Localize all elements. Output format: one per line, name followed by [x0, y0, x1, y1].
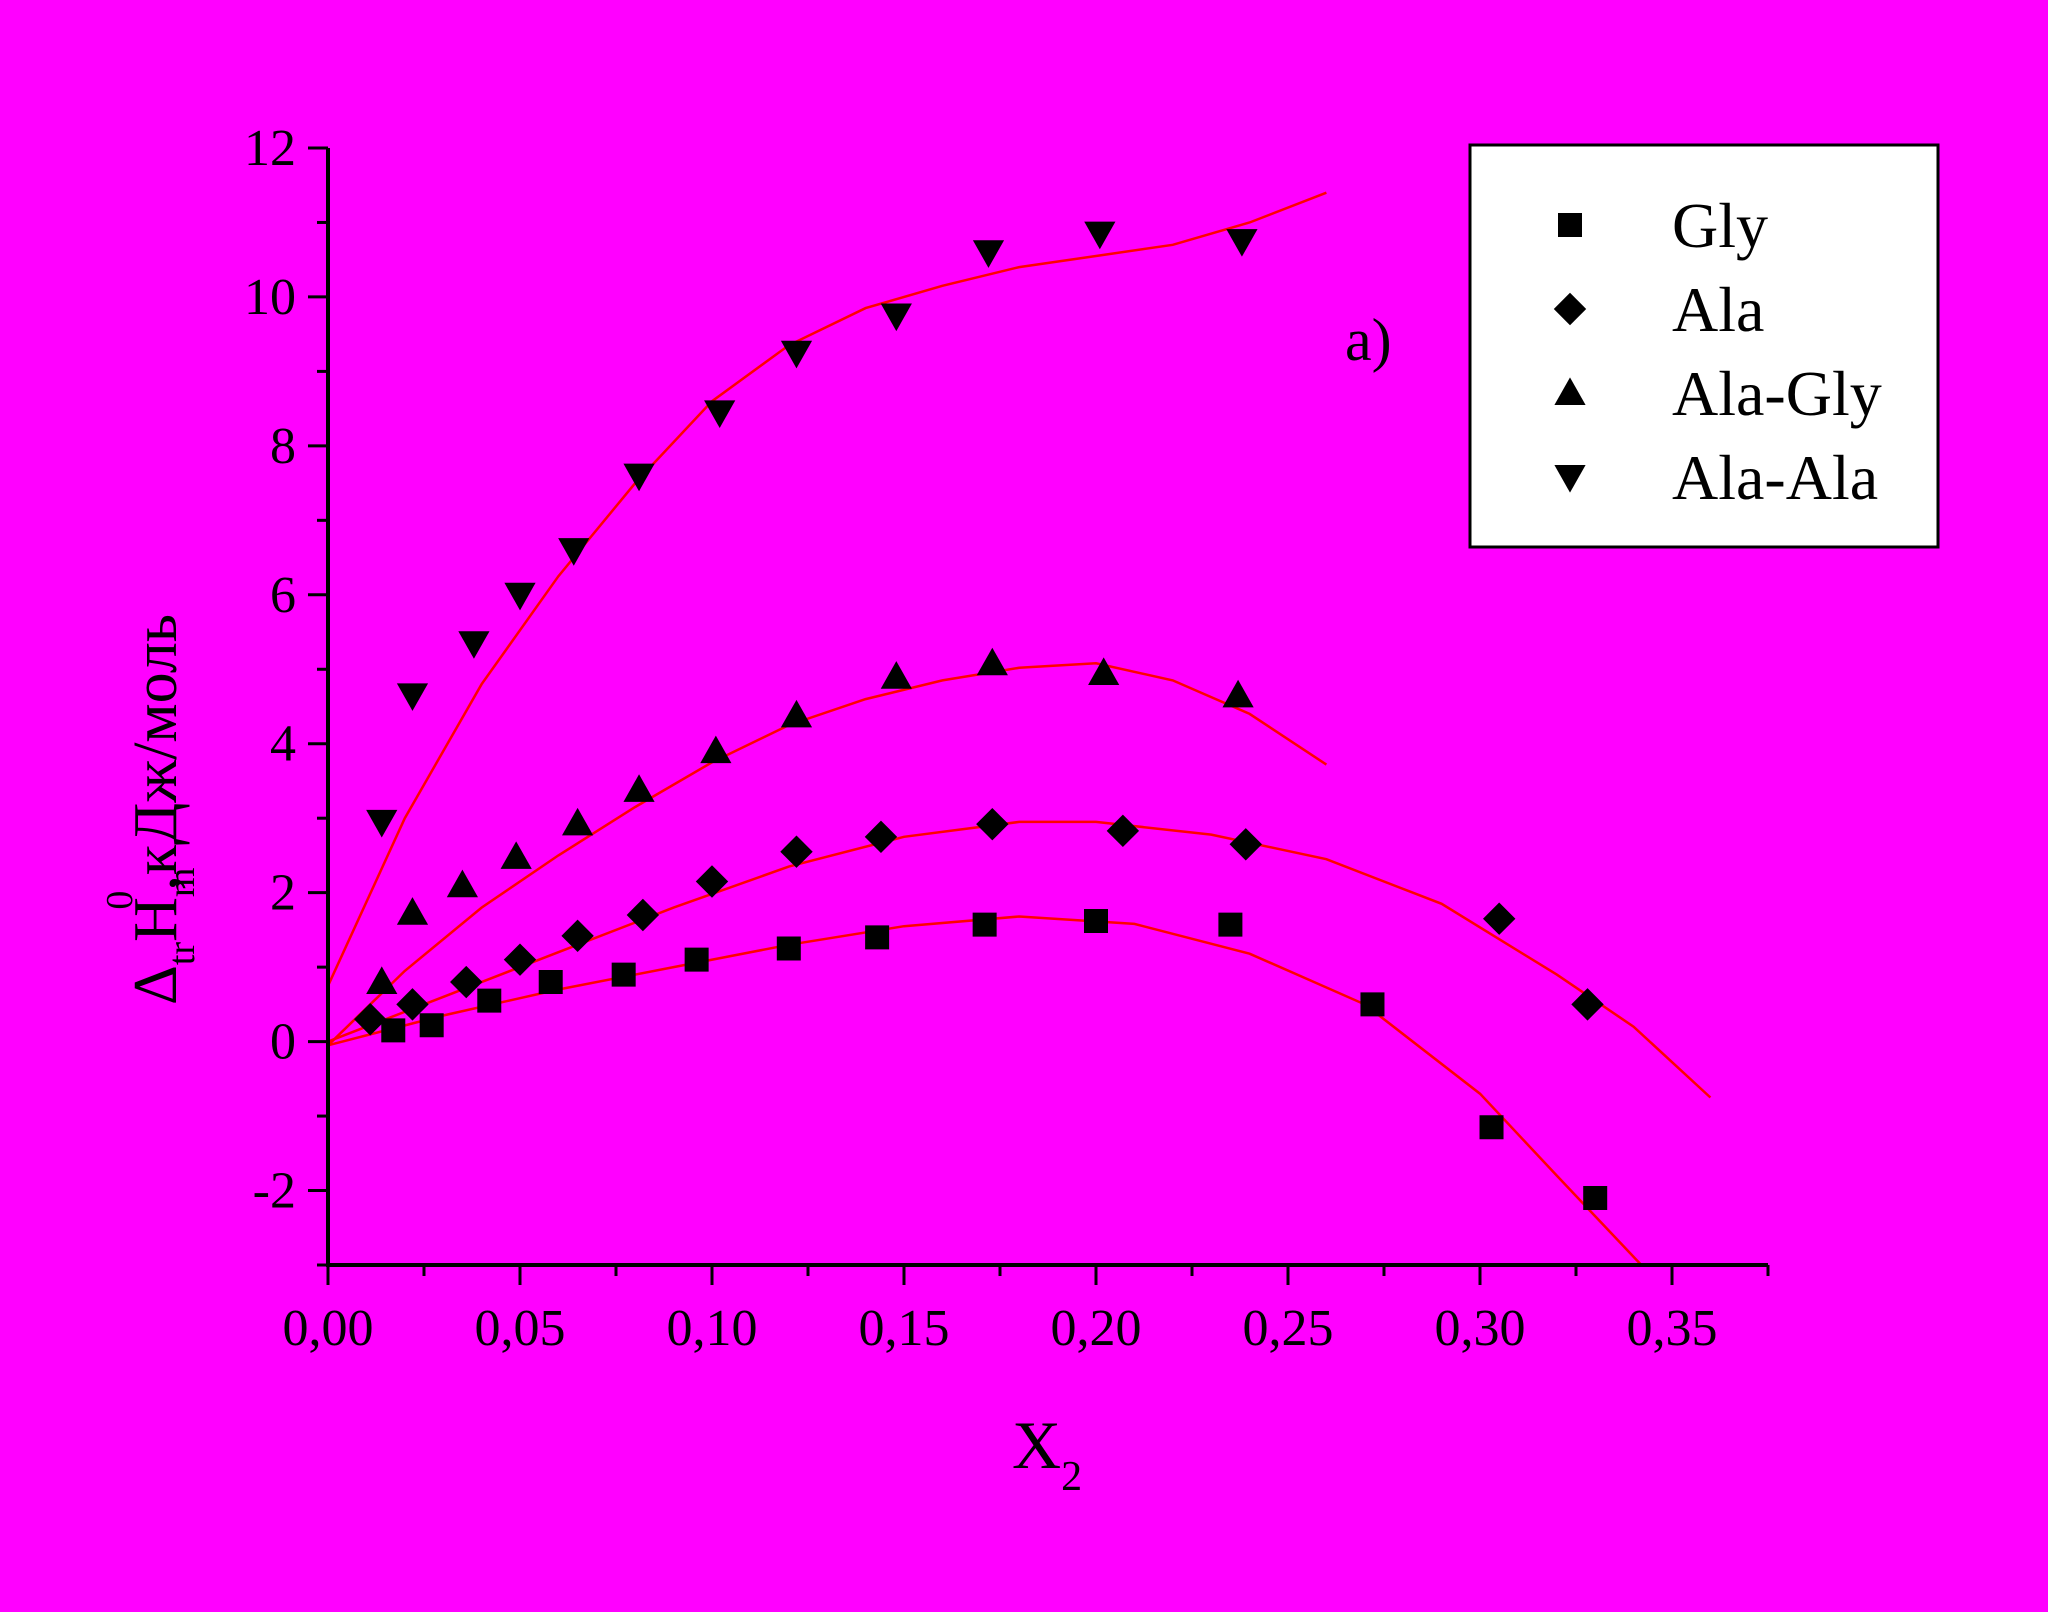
- data-point-ala-ala: [704, 400, 736, 428]
- axes: [326, 148, 1768, 1267]
- data-point-ala-gly: [623, 774, 655, 802]
- x-axis-title-main: X: [1012, 1407, 1061, 1483]
- x-tick-label: 0,30: [1435, 1300, 1526, 1357]
- y-axis-title-sup: 0: [99, 891, 141, 910]
- y-axis-title-sub1: tr: [161, 942, 203, 966]
- panel-annotation: a): [1345, 307, 1392, 373]
- data-point-ala-ala: [458, 631, 490, 659]
- data-point-ala: [864, 820, 898, 854]
- data-point-ala-ala: [972, 240, 1005, 268]
- data-point-ala-gly: [366, 966, 398, 995]
- legend-marker-ala-ala: [1554, 465, 1586, 493]
- data-point-ala-gly: [1222, 679, 1254, 708]
- data-point-ala: [450, 965, 483, 999]
- data-point-ala: [561, 919, 594, 953]
- legend-label-ala: Ala: [1672, 274, 1764, 345]
- x-tick-label: 0,25: [1243, 1300, 1334, 1357]
- data-point-gly: [1084, 908, 1108, 933]
- data-point-gly: [776, 936, 801, 961]
- data-point-gly: [684, 947, 709, 972]
- data-point-ala: [354, 1003, 387, 1036]
- data-point-gly: [1360, 992, 1385, 1017]
- y-tick-label: 6: [270, 567, 296, 624]
- y-axis-title-main: H: [122, 897, 190, 942]
- legend-marker-ala-gly: [1554, 377, 1586, 405]
- data-point-gly: [611, 962, 636, 987]
- y-axis-title-suffix: ,кДж/моль: [122, 614, 190, 891]
- y-tick-label: 0: [270, 1014, 296, 1071]
- data-point-ala: [1483, 902, 1516, 935]
- fit-line-ala-gly: [327, 662, 1328, 1047]
- y-tick-label: 4: [270, 716, 296, 773]
- legend-marker-gly: [1558, 213, 1582, 237]
- x-axis-title: X2: [1012, 1407, 1082, 1500]
- data-point-ala-ala: [623, 463, 655, 492]
- data-point-gly: [1583, 1185, 1608, 1210]
- data-point-ala-ala: [366, 809, 398, 838]
- data-point-ala-gly: [880, 661, 912, 689]
- data-point-ala-gly: [700, 735, 732, 764]
- y-tick-label: 10: [244, 269, 296, 326]
- x-tick-label: 0,20: [1051, 1300, 1142, 1357]
- legend-label-ala-gly: Ala-Gly: [1672, 358, 1882, 429]
- x-tick-label: 0,00: [283, 1300, 374, 1357]
- legend: Gly Ala Ala-Gly Ala-Ala: [1468, 143, 1940, 549]
- data-markers: [354, 221, 1608, 1210]
- y-axis-title: ΔtrHm 0,кДж/моль: [99, 614, 203, 1005]
- legend-box: [1468, 143, 1940, 549]
- data-point-gly: [477, 988, 502, 1013]
- legend-marker-ala: [1553, 292, 1587, 326]
- data-point-ala-ala: [780, 340, 813, 369]
- data-point-ala: [1571, 988, 1604, 1021]
- data-point-ala: [695, 865, 729, 898]
- data-point-gly: [538, 970, 563, 995]
- y-tick-label: 12: [244, 120, 296, 177]
- data-point-ala-gly: [1088, 657, 1120, 685]
- data-point-ala: [396, 988, 429, 1021]
- data-point-ala: [1106, 814, 1140, 848]
- data-point-ala-ala: [1226, 229, 1258, 257]
- data-point-ala-gly: [780, 699, 813, 728]
- data-point-ala-gly: [500, 841, 532, 869]
- data-point-ala-ala: [396, 683, 429, 711]
- data-point-ala: [976, 807, 1009, 841]
- x-axis-title-sub: 2: [1061, 1454, 1082, 1500]
- y-tick-label: 8: [270, 418, 296, 475]
- data-point-ala: [780, 835, 813, 868]
- data-point-gly: [972, 912, 997, 937]
- x-tick-label: 0,35: [1627, 1300, 1718, 1357]
- ticks: 0,00 0,05 0,10 0,15 0,20 0,25 0,30 0,35 -2 0 2 4 6 8 1…: [244, 120, 1770, 1357]
- x-tick-label: 0,10: [667, 1300, 758, 1357]
- y-axis-title-sub2: m: [161, 868, 203, 898]
- data-point-gly: [865, 925, 890, 950]
- data-point-ala-gly: [976, 647, 1008, 676]
- y-tick-label: -2: [253, 1163, 296, 1220]
- data-point-ala-gly: [396, 897, 429, 925]
- data-point-gly: [381, 1018, 406, 1043]
- y-tick-label: 2: [270, 865, 296, 922]
- data-point-gly: [1479, 1115, 1504, 1140]
- data-point-ala-gly: [562, 807, 594, 836]
- x-tick-label: 0,15: [859, 1300, 950, 1357]
- data-point-gly: [1218, 912, 1243, 937]
- data-point-ala-ala: [1084, 221, 1116, 250]
- x-tick-label: 0,05: [475, 1300, 566, 1357]
- data-point-ala: [626, 898, 660, 932]
- data-point-ala: [1229, 828, 1262, 861]
- fit-line-ala-ala: [326, 191, 1327, 987]
- data-point-ala-ala: [504, 582, 536, 611]
- data-point-gly: [419, 1013, 444, 1038]
- legend-label-gly: Gly: [1672, 190, 1768, 261]
- data-point-ala: [503, 943, 537, 976]
- data-point-ala-ala: [558, 538, 590, 566]
- data-point-ala-ala: [880, 303, 912, 332]
- y-axis-title-prefix: Δ: [122, 965, 190, 1005]
- legend-label-ala-ala: Ala-Ala: [1672, 442, 1878, 513]
- data-point-ala-gly: [446, 869, 478, 898]
